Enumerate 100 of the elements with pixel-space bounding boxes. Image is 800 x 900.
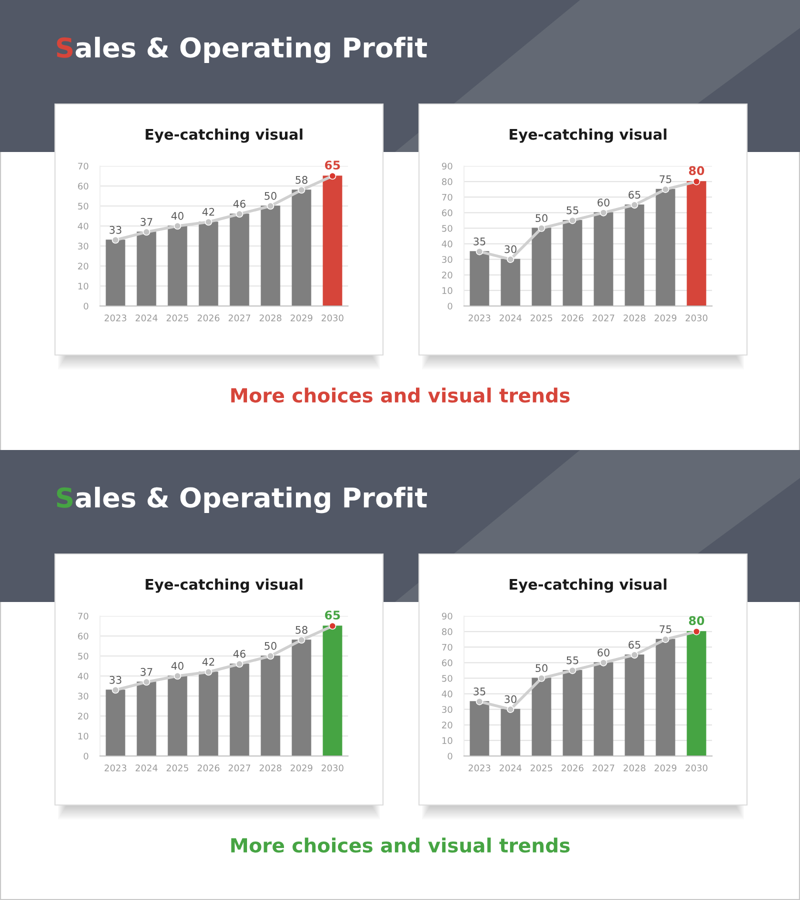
data-label: 30 bbox=[504, 695, 516, 704]
data-label: 65 bbox=[325, 160, 340, 170]
bar bbox=[136, 682, 156, 756]
y-tick-label: 70 bbox=[78, 162, 88, 170]
data-label: 37 bbox=[140, 218, 152, 226]
data-label: 40 bbox=[171, 662, 184, 670]
y-tick-label: 80 bbox=[442, 628, 452, 636]
data-label: 75 bbox=[660, 175, 672, 184]
data-label: 50 bbox=[264, 192, 276, 200]
bar bbox=[656, 188, 676, 306]
x-tick-label: 2026 bbox=[562, 314, 584, 322]
y-tick-label: 40 bbox=[78, 672, 88, 680]
x-tick-label: 2027 bbox=[592, 764, 614, 772]
bar bbox=[532, 678, 552, 756]
data-label: 80 bbox=[689, 166, 704, 176]
x-tick-label: 2030 bbox=[686, 314, 708, 322]
x-tick-label: 2028 bbox=[260, 314, 282, 322]
y-tick-label: 40 bbox=[442, 240, 452, 248]
bar bbox=[106, 690, 126, 756]
x-tick-label: 2028 bbox=[260, 764, 282, 772]
bar bbox=[500, 708, 520, 756]
text: Sales & Operating Profit bbox=[56, 36, 427, 64]
data-label: 65 bbox=[628, 190, 640, 199]
y-tick-label: 30 bbox=[78, 242, 88, 250]
y-tick-label: 60 bbox=[78, 182, 88, 190]
bar bbox=[532, 228, 552, 306]
y-tick-label: 30 bbox=[442, 706, 452, 713]
bar bbox=[322, 626, 342, 756]
bar bbox=[624, 654, 644, 756]
x-tick-label: 2028 bbox=[624, 314, 646, 322]
y-tick-label: 20 bbox=[78, 712, 88, 720]
y-tick-label: 10 bbox=[78, 282, 88, 290]
x-tick-label: 2023 bbox=[468, 314, 490, 322]
y-tick-label: 20 bbox=[442, 272, 452, 278]
data-label: 37 bbox=[140, 668, 152, 676]
bar bbox=[230, 664, 250, 756]
data-label: 55 bbox=[566, 656, 578, 664]
data-label: 33 bbox=[110, 676, 122, 684]
data-label: 50 bbox=[536, 214, 548, 222]
chart-title: Eye-catching visual bbox=[146, 578, 302, 593]
bar bbox=[594, 662, 614, 756]
bar bbox=[686, 181, 706, 306]
bar bbox=[292, 190, 312, 306]
chart-title: Eye-catching visual bbox=[146, 128, 302, 143]
x-tick-label: 2029 bbox=[654, 764, 676, 772]
bar bbox=[594, 212, 614, 306]
bar bbox=[260, 206, 280, 306]
bar bbox=[168, 226, 188, 306]
y-tick-label: 70 bbox=[78, 612, 88, 620]
y-tick-label: 60 bbox=[78, 632, 88, 640]
data-label: 60 bbox=[598, 648, 610, 656]
y-tick-label: 40 bbox=[78, 222, 88, 230]
bar bbox=[198, 222, 218, 306]
y-tick-label: 50 bbox=[442, 674, 452, 682]
y-tick-label: 30 bbox=[442, 256, 452, 263]
bar bbox=[168, 676, 188, 756]
x-tick-label: 2027 bbox=[228, 314, 250, 322]
x-tick-label: 2025 bbox=[166, 314, 188, 322]
x-tick-label: 2023 bbox=[104, 314, 126, 322]
data-label: 42 bbox=[202, 208, 214, 216]
x-tick-label: 2024 bbox=[136, 314, 158, 322]
y-tick-label: 0 bbox=[84, 302, 88, 310]
x-tick-label: 2026 bbox=[198, 764, 220, 772]
bar bbox=[470, 251, 490, 306]
bar bbox=[562, 670, 582, 756]
bar bbox=[624, 204, 644, 306]
y-tick-label: 30 bbox=[78, 692, 88, 700]
data-label: 42 bbox=[202, 658, 214, 666]
y-tick-label: 10 bbox=[78, 732, 88, 740]
x-tick-label: 2029 bbox=[654, 314, 676, 322]
y-tick-label: 10 bbox=[442, 287, 452, 294]
bar bbox=[136, 232, 156, 306]
y-tick-label: 50 bbox=[442, 224, 452, 232]
data-label: 58 bbox=[296, 626, 308, 634]
y-tick-label: 60 bbox=[442, 209, 452, 216]
chart-title: Eye-catching visual bbox=[510, 128, 666, 143]
x-tick-label: 2027 bbox=[228, 764, 250, 772]
data-label: 65 bbox=[628, 640, 640, 649]
y-tick-label: 80 bbox=[442, 178, 452, 186]
data-label: 58 bbox=[296, 176, 308, 184]
data-label: 60 bbox=[598, 198, 610, 206]
data-label: 75 bbox=[660, 625, 672, 634]
y-tick-label: 0 bbox=[448, 302, 452, 310]
bar bbox=[322, 176, 342, 306]
bar bbox=[292, 640, 312, 756]
x-tick-label: 2030 bbox=[322, 764, 344, 772]
bar bbox=[198, 672, 218, 756]
x-tick-label: 2023 bbox=[468, 764, 490, 772]
data-label: 35 bbox=[474, 237, 486, 246]
bar bbox=[500, 258, 520, 306]
x-tick-label: 2026 bbox=[198, 314, 220, 322]
y-tick-label: 90 bbox=[442, 612, 452, 620]
y-tick-label: 70 bbox=[442, 194, 452, 201]
text: More choices and visual trends bbox=[231, 388, 570, 403]
x-tick-label: 2027 bbox=[592, 314, 614, 322]
y-tick-label: 10 bbox=[442, 737, 452, 744]
bar bbox=[106, 240, 126, 306]
data-label: 35 bbox=[474, 687, 486, 696]
bar bbox=[562, 220, 582, 306]
data-label: 50 bbox=[264, 642, 276, 650]
